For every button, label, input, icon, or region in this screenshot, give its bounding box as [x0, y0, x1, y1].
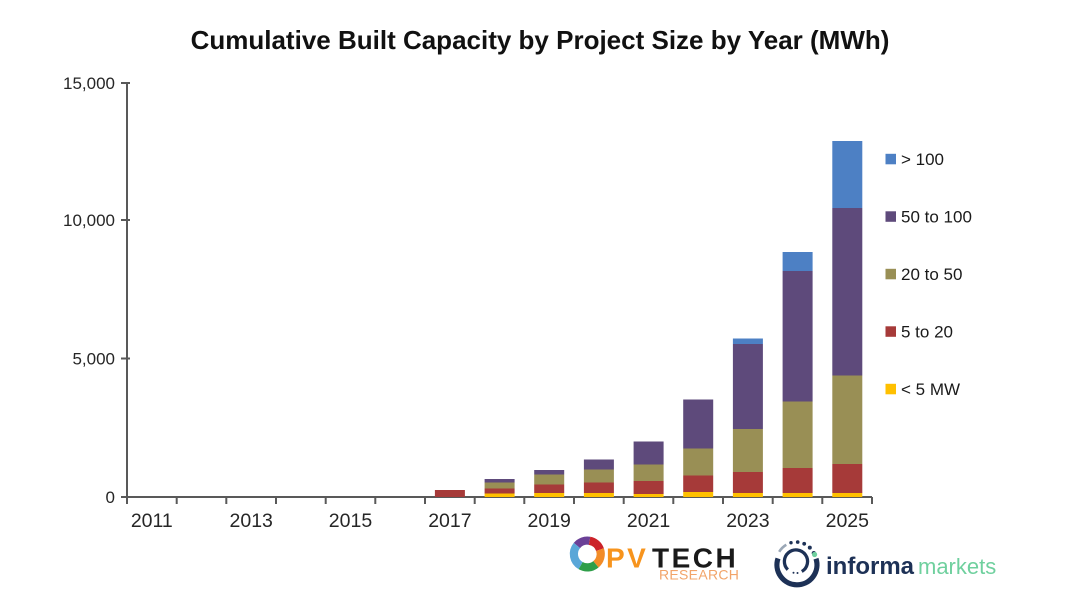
svg-text:2023: 2023	[726, 510, 769, 532]
svg-text:2017: 2017	[428, 510, 471, 532]
svg-text:> 100: > 100	[901, 150, 944, 169]
svg-text:informa: informa	[826, 553, 915, 580]
svg-text:TECH: TECH	[652, 543, 738, 574]
svg-text:2025: 2025	[826, 510, 870, 532]
svg-text:50 to 100: 50 to 100	[901, 207, 972, 226]
svg-text:RESEARCH: RESEARCH	[659, 567, 739, 583]
svg-text:2011: 2011	[131, 510, 173, 532]
svg-text:10,000: 10,000	[63, 211, 115, 230]
svg-text:20 to 50: 20 to 50	[901, 265, 962, 284]
svg-text:2013: 2013	[230, 510, 273, 532]
svg-text:2021: 2021	[627, 510, 670, 532]
svg-text:markets: markets	[918, 554, 996, 579]
svg-text:15,000: 15,000	[63, 74, 115, 93]
svg-text:2015: 2015	[329, 510, 373, 532]
svg-text:5 to 20: 5 to 20	[901, 322, 953, 341]
svg-text:PV: PV	[606, 543, 648, 574]
svg-text:2019: 2019	[528, 510, 571, 532]
svg-text:< 5 MW: < 5 MW	[901, 380, 960, 399]
svg-text:5,000: 5,000	[72, 350, 115, 369]
svg-text:0: 0	[106, 488, 115, 507]
svg-text:Cumulative Built Capacity by P: Cumulative Built Capacity by Project Siz…	[191, 25, 890, 55]
